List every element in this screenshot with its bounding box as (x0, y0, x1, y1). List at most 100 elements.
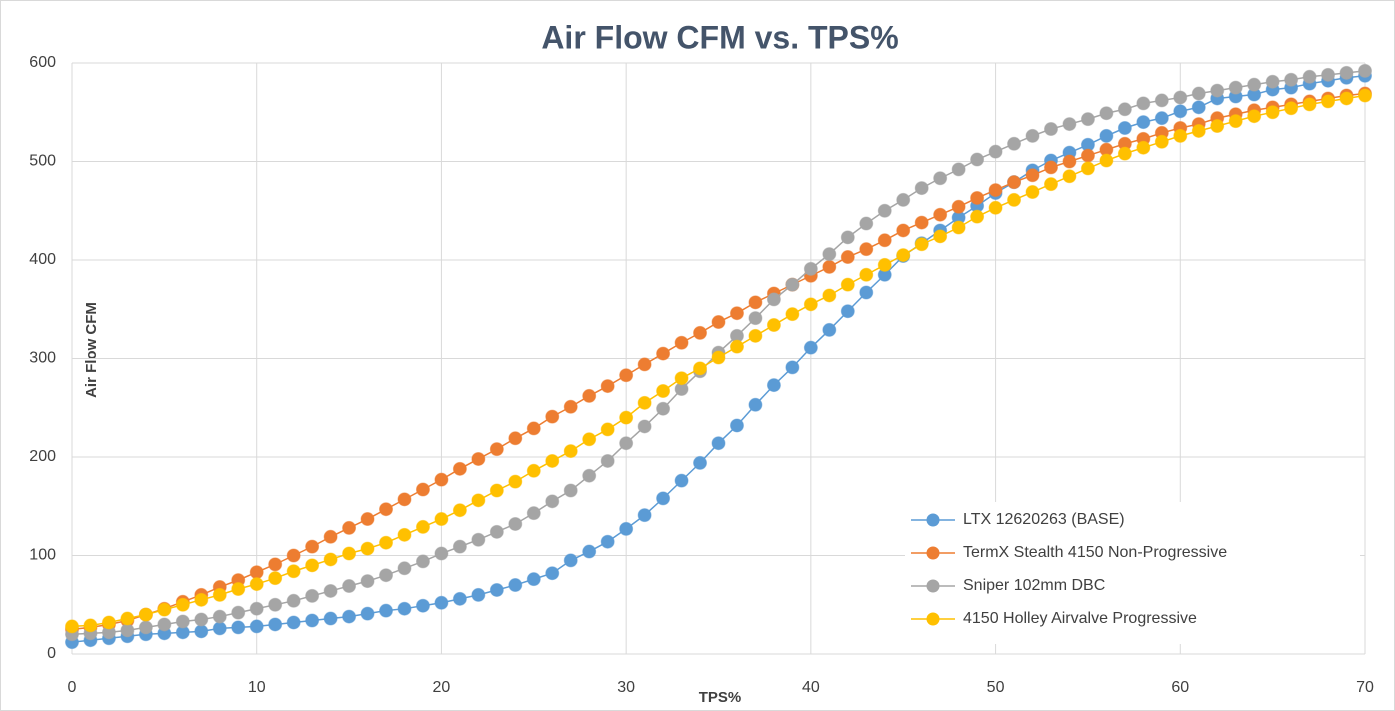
data-point (434, 595, 449, 610)
data-point (1025, 185, 1040, 200)
data-point (840, 230, 855, 245)
data-point (933, 207, 948, 222)
data-point (526, 421, 541, 436)
data-point (582, 544, 597, 559)
data-point (508, 431, 523, 446)
data-point (323, 611, 338, 626)
data-point (508, 474, 523, 489)
data-point (822, 247, 837, 262)
data-point (674, 473, 689, 488)
data-point (785, 307, 800, 322)
data-point (323, 529, 338, 544)
data-point (1321, 67, 1336, 82)
data-point (859, 216, 874, 231)
data-point (785, 360, 800, 375)
legend-marker (926, 579, 940, 593)
data-point (1117, 121, 1132, 136)
data-point (545, 409, 560, 424)
data-point (1228, 114, 1243, 129)
data-point (711, 315, 726, 330)
x-tick-label: 60 (1171, 679, 1189, 696)
data-point (1099, 128, 1114, 143)
legend-label: 4150 Holley Airvalve Progressive (963, 610, 1197, 627)
data-point (933, 229, 948, 244)
data-point (1117, 102, 1132, 117)
data-point (766, 292, 781, 307)
data-point (896, 192, 911, 207)
data-point (286, 593, 301, 608)
data-point (268, 617, 283, 632)
y-tick-label: 500 (29, 153, 56, 170)
data-point (951, 199, 966, 214)
data-point (951, 220, 966, 235)
series (65, 88, 1372, 634)
data-point (600, 422, 615, 437)
data-point (1173, 128, 1188, 143)
data-point (268, 597, 283, 612)
legend-marker (926, 546, 940, 560)
data-point (1136, 115, 1151, 130)
data-point (1080, 148, 1095, 163)
data-point (711, 436, 726, 451)
data-point (1062, 117, 1077, 132)
data-point (545, 494, 560, 509)
data-point (138, 620, 153, 635)
data-point (471, 532, 486, 547)
data-point (711, 350, 726, 365)
data-point (1154, 111, 1169, 126)
data-point (1080, 161, 1095, 176)
data-point (785, 277, 800, 292)
data-point (1117, 146, 1132, 161)
data-point (656, 401, 671, 416)
data-point (268, 557, 283, 572)
data-point (914, 181, 929, 196)
data-point (342, 579, 357, 594)
data-point (342, 609, 357, 624)
data-point (1080, 112, 1095, 127)
data-point (231, 581, 246, 596)
data-point (988, 200, 1003, 215)
data-point (194, 592, 209, 607)
x-tick-label: 30 (617, 679, 635, 696)
data-point (212, 587, 227, 602)
data-point (748, 328, 763, 343)
data-point (619, 436, 634, 451)
data-point (600, 379, 615, 394)
data-point (305, 613, 320, 628)
data-point (157, 617, 172, 632)
data-point (1007, 136, 1022, 151)
data-point (1358, 63, 1372, 78)
x-tick-label: 10 (248, 679, 266, 696)
data-point (674, 335, 689, 350)
data-point (452, 591, 467, 606)
data-point (120, 611, 135, 626)
data-point (249, 601, 264, 616)
data-point (101, 615, 116, 630)
data-point (286, 615, 301, 630)
data-point (65, 619, 79, 634)
data-point (1284, 72, 1299, 87)
x-tick-label: 20 (433, 679, 451, 696)
data-point (914, 237, 929, 252)
y-axis-label: Air Flow CFM (83, 302, 100, 398)
y-tick-label: 100 (29, 547, 56, 564)
data-point (970, 152, 985, 167)
data-point (231, 605, 246, 620)
data-point (637, 357, 652, 372)
data-point (748, 311, 763, 326)
data-point (1191, 123, 1206, 138)
data-point (1302, 97, 1317, 112)
data-point (840, 250, 855, 265)
data-point (896, 223, 911, 238)
data-point (748, 397, 763, 412)
data-point (563, 553, 578, 568)
data-point (1247, 77, 1262, 92)
data-point (342, 520, 357, 535)
data-point (360, 574, 375, 589)
data-point (1358, 88, 1372, 103)
x-tick-label: 40 (802, 679, 820, 696)
data-point (563, 399, 578, 414)
data-point (582, 432, 597, 447)
x-tick-label: 50 (987, 679, 1005, 696)
legend-marker (926, 513, 940, 527)
